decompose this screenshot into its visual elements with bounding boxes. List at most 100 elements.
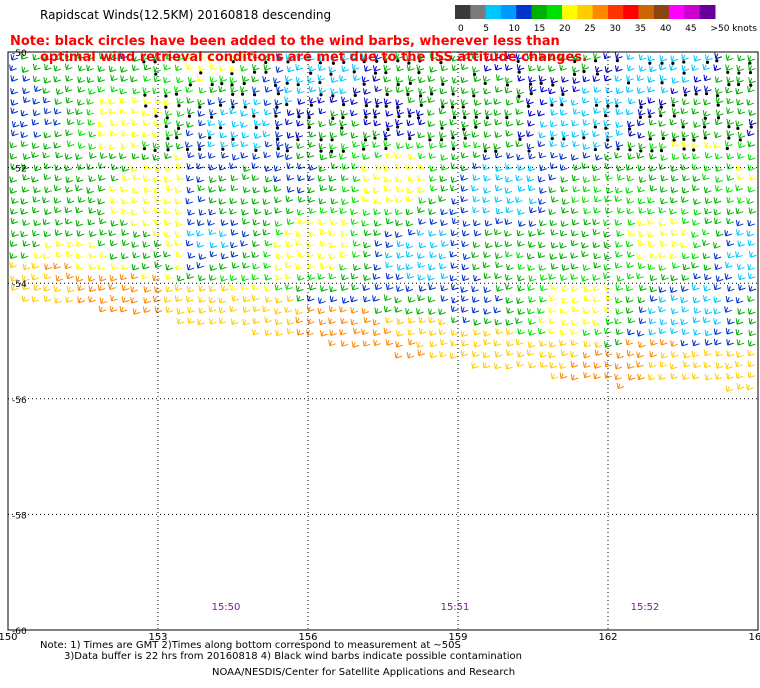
wind-barb <box>604 372 612 379</box>
wind-barb <box>363 250 371 258</box>
wind-barb <box>669 208 677 215</box>
wind-barb <box>273 77 281 84</box>
wind-barb <box>506 152 514 159</box>
wind-barb <box>374 250 383 258</box>
wind-barb <box>55 274 64 282</box>
wind-barb <box>537 140 546 148</box>
wind-barb <box>240 110 248 117</box>
wind-barb <box>704 54 713 61</box>
wind-barb <box>385 339 394 346</box>
wind-barb <box>253 208 262 215</box>
wind-barb <box>735 88 743 95</box>
contamination-dot <box>174 92 179 96</box>
contamination-dot <box>417 71 421 75</box>
wind-barb <box>296 53 305 61</box>
wind-barb <box>581 97 590 104</box>
contamination-dot <box>144 104 148 108</box>
wind-barb <box>649 252 657 259</box>
contamination-dot <box>672 114 677 118</box>
wind-barb <box>604 349 613 357</box>
wind-barb <box>416 175 425 182</box>
wind-barb <box>737 240 745 247</box>
wind-barb <box>88 285 97 293</box>
wind-barb <box>637 109 646 116</box>
wind-barb <box>395 118 403 126</box>
wind-barb <box>449 118 458 126</box>
wind-barb <box>438 195 446 203</box>
wind-barb <box>493 306 502 314</box>
wind-barb <box>286 318 295 326</box>
wind-barb <box>263 151 271 159</box>
wind-barb <box>198 119 206 127</box>
wind-barb <box>77 284 85 292</box>
wind-barb <box>241 218 250 225</box>
wind-barb <box>504 283 513 290</box>
wind-barb <box>32 75 41 83</box>
wind-barb <box>537 241 546 249</box>
wind-barb <box>626 261 634 269</box>
wind-barb <box>592 164 600 172</box>
contamination-dot <box>628 148 632 152</box>
wind-barb <box>647 86 655 93</box>
wind-barb <box>164 109 173 117</box>
wind-barb <box>174 154 182 161</box>
wind-barb <box>682 263 691 271</box>
wind-barb <box>363 263 372 270</box>
wind-barb <box>383 327 392 335</box>
wind-barb <box>427 120 436 127</box>
contamination-dot <box>483 81 487 86</box>
wind-barb <box>44 241 53 249</box>
wind-barb <box>724 229 732 237</box>
wind-barb <box>363 241 371 249</box>
wind-barb <box>737 107 746 115</box>
wind-barb <box>274 196 282 204</box>
wind-barb <box>572 66 580 73</box>
wind-barb <box>10 129 19 137</box>
wind-barb <box>209 86 217 94</box>
wind-barb <box>483 330 491 337</box>
wind-barb <box>121 284 130 291</box>
wind-barb <box>614 65 623 72</box>
wind-barb <box>264 329 273 336</box>
wind-barb <box>680 228 689 236</box>
contamination-dot <box>275 105 279 109</box>
wind-barb <box>296 186 305 194</box>
wind-barb <box>693 55 702 62</box>
wind-barb <box>220 53 229 61</box>
wind-barb <box>746 129 755 137</box>
wind-barb <box>308 85 317 93</box>
wind-barb <box>571 196 579 204</box>
wind-barb <box>725 54 734 61</box>
wind-barb <box>208 196 217 204</box>
wind-barb <box>208 164 216 171</box>
wind-barb <box>616 207 625 214</box>
wind-barb <box>383 185 392 192</box>
wind-barb <box>20 53 29 60</box>
wind-barb <box>429 241 438 249</box>
wind-barb <box>504 86 513 94</box>
wind-barb <box>196 176 204 183</box>
note-line-2: optimal wind retrieval conditions are me… <box>40 50 587 65</box>
wind-barb <box>636 272 644 280</box>
wind-barb <box>152 229 161 237</box>
wind-barb <box>297 218 306 225</box>
wind-barb <box>680 163 689 171</box>
contamination-dot <box>703 116 707 120</box>
wind-barb <box>308 207 317 214</box>
wind-barb <box>22 153 31 160</box>
contamination-dot <box>176 126 181 130</box>
wind-barb <box>153 176 161 183</box>
wind-barb <box>592 118 601 126</box>
wind-barb <box>671 140 679 148</box>
wind-barb <box>581 87 590 94</box>
contamination-dot <box>716 116 721 120</box>
contamination-dot <box>274 114 278 118</box>
wind-barb <box>747 349 755 357</box>
contamination-dot <box>616 147 620 151</box>
wind-barb <box>592 274 600 281</box>
wind-barb <box>429 351 438 359</box>
wind-barb <box>251 198 260 205</box>
wind-barb <box>483 286 492 293</box>
wind-barb <box>263 54 271 62</box>
wind-barb <box>726 285 735 292</box>
